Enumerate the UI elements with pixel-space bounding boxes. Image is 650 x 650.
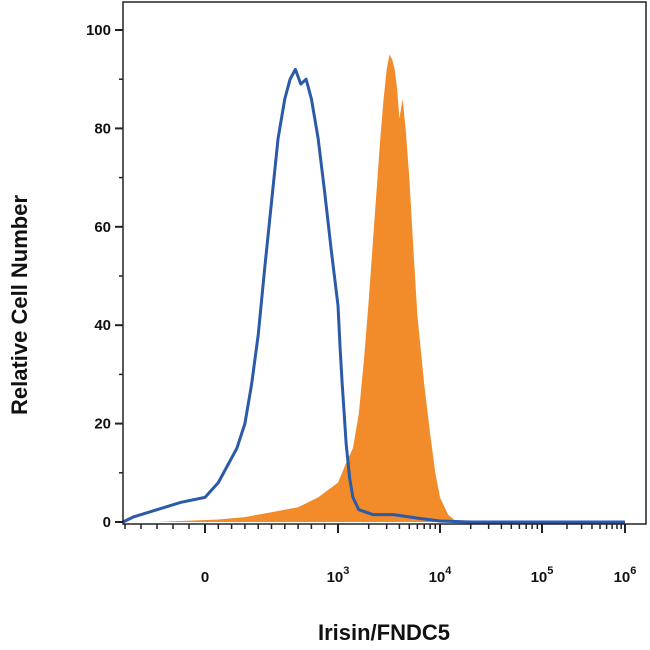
x-axis-title: Irisin/FNDC5 (318, 620, 450, 645)
x-tick-label: 0 (201, 569, 209, 586)
series-layer (122, 54, 625, 524)
x-tick-exponent: 4 (445, 565, 452, 577)
x-tick-exponent: 5 (547, 565, 553, 577)
y-tick-label: 60 (94, 219, 111, 236)
y-tick-label: 20 (94, 416, 111, 433)
y-axis-ticks: 0 20 40 60 80 100 (86, 22, 123, 531)
y-tick-label: 40 (94, 317, 111, 334)
x-tick-exponent: 6 (630, 565, 636, 577)
y-tick-label: 80 (94, 120, 111, 137)
minor-ticks (124, 524, 622, 529)
series-filled-area (157, 54, 625, 522)
x-tick-label: 104 (429, 565, 453, 586)
x-axis-ticks: 0 103 104 105 106 (201, 524, 637, 586)
x-tick-exponent: 3 (343, 565, 349, 577)
y-tick-label: 0 (103, 514, 111, 531)
x-tick-label: 106 (614, 565, 637, 586)
y-axis-title: Relative Cell Number (7, 195, 32, 416)
series-outline (122, 67, 625, 524)
plot-frame (122, 1, 647, 525)
y-tick-label: 100 (86, 22, 111, 39)
x-tick-label: 103 (327, 565, 350, 586)
x-tick-label: 105 (531, 565, 554, 586)
